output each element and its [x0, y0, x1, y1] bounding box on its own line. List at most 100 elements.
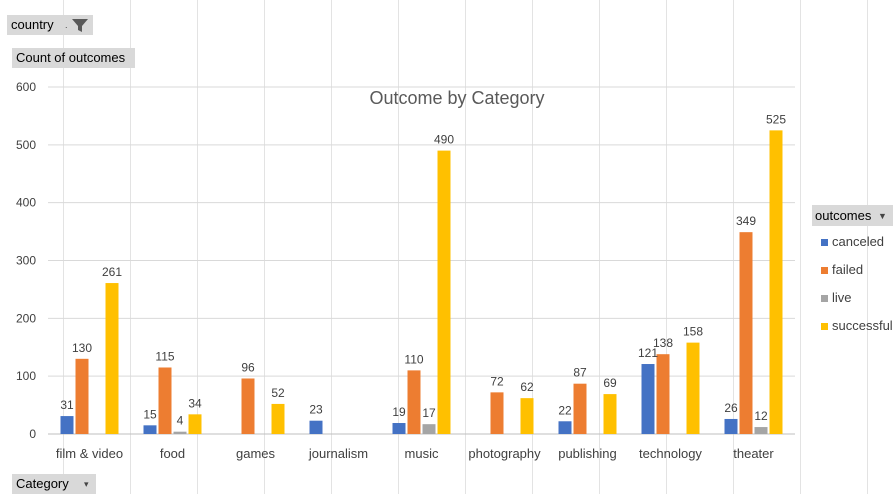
legend-label-failed: failed [832, 262, 864, 277]
data-label-successful: 69 [603, 376, 617, 390]
values-field-label: Count of outcomes [16, 50, 126, 65]
bar-canceled-publishing [558, 421, 572, 434]
legend-item-canceled: canceled [812, 230, 893, 258]
bar-successful-food [188, 414, 202, 434]
data-label-failed: 110 [404, 352, 423, 366]
bar-successful-theater [769, 130, 783, 434]
legend-label-live: live [832, 290, 852, 305]
data-label-canceled: 19 [392, 405, 406, 419]
data-label-successful: 158 [683, 325, 703, 339]
bar-failed-technology [656, 354, 670, 434]
legend-field-button[interactable]: outcomes ▼ [812, 205, 893, 226]
data-labels: 31 130 261 15 115 4 34 96 52 23 19 110 17 490 72 62 22 87… [60, 112, 786, 427]
legend-item-live: live [812, 286, 893, 314]
bar-successful-film-video [105, 283, 119, 434]
data-label-failed: 96 [241, 360, 255, 374]
bar-canceled-food [143, 425, 157, 434]
data-label-canceled: 15 [143, 407, 157, 421]
bar-live-music [422, 424, 436, 434]
bar-canceled-theater [724, 418, 738, 434]
data-label-failed: 130 [72, 341, 92, 355]
y-tick-label: 200 [16, 311, 36, 325]
chart-title: Outcome by Category [369, 88, 544, 108]
data-label-successful: 525 [766, 112, 786, 126]
x-tick-label: journalism [308, 446, 368, 461]
bar-live-food [173, 431, 187, 434]
y-tick-label: 100 [16, 369, 36, 383]
y-tick-label: 300 [16, 254, 36, 268]
data-label-canceled: 121 [638, 346, 658, 360]
category-field-label: Category [16, 476, 69, 491]
bar-failed-publishing [573, 383, 587, 434]
bar-successful-publishing [603, 394, 617, 434]
x-tick-label: photography [468, 446, 541, 461]
bar-failed-theater [739, 232, 753, 434]
y-tick-label: 500 [16, 138, 36, 152]
bar-successful-games [271, 403, 285, 434]
data-label-failed: 115 [155, 349, 174, 363]
legend-swatch-canceled [821, 239, 828, 246]
data-label-canceled: 26 [724, 401, 738, 415]
legend-swatch-successful [821, 323, 828, 330]
dropdown-arrow-icon: ▼ [878, 211, 887, 221]
bar-canceled-technology [641, 364, 655, 434]
data-label-live: 12 [754, 409, 768, 423]
legend-title: outcomes [815, 208, 872, 223]
country-filter-label: country [11, 17, 54, 32]
funnel-filter-icon [72, 19, 88, 32]
legend-item-failed: failed [812, 258, 893, 286]
y-tick-label: 400 [16, 196, 36, 210]
y-tick-label: 600 [16, 80, 36, 94]
data-label-failed: 349 [736, 214, 756, 228]
legend-item-successful: successful [812, 314, 893, 342]
filter-dot-icon: . [65, 20, 68, 30]
x-tick-label: music [405, 446, 439, 461]
bar-failed-film-video [75, 358, 89, 434]
values-field-button[interactable]: Count of outcomes [12, 48, 135, 68]
bar-successful-technology [686, 342, 700, 434]
x-tick-label: food [160, 446, 185, 461]
chart-bars [60, 130, 783, 434]
data-label-live: 4 [177, 414, 184, 428]
bar-failed-games [241, 378, 255, 434]
legend-swatch-live [821, 295, 828, 302]
country-filter-button[interactable]: country . [7, 15, 93, 35]
y-axis-ticks: 0 100 200 300 400 500 600 [16, 80, 36, 441]
x-tick-label: film & video [56, 446, 123, 461]
data-label-successful: 261 [102, 265, 122, 279]
bar-successful-photography [520, 398, 534, 434]
x-tick-label: theater [733, 446, 774, 461]
x-tick-label: publishing [558, 446, 617, 461]
x-axis-ticks: film & video food games journalism music phot… [56, 446, 775, 461]
category-field-button[interactable]: Category ▾ [12, 474, 96, 494]
data-label-failed: 87 [573, 366, 587, 380]
data-label-successful: 62 [520, 380, 534, 394]
bar-failed-photography [490, 392, 504, 434]
x-tick-label: technology [639, 446, 702, 461]
data-label-live: 17 [422, 406, 436, 420]
legend-label-successful: successful [832, 318, 893, 333]
data-label-successful: 34 [188, 396, 202, 410]
bar-successful-music [437, 150, 451, 434]
bar-failed-music [407, 370, 421, 434]
bar-failed-food [158, 367, 172, 434]
data-label-canceled: 22 [558, 403, 572, 417]
bar-canceled-journalism [309, 420, 323, 434]
x-tick-label: games [236, 446, 276, 461]
bar-canceled-film-video [60, 416, 74, 434]
data-label-canceled: 31 [60, 398, 74, 412]
data-label-failed: 72 [490, 374, 504, 388]
legend-label-canceled: canceled [832, 234, 885, 249]
data-label-successful: 490 [434, 133, 454, 147]
legend-swatch-failed [821, 267, 828, 274]
chart-legend: outcomes ▼ canceled failed live successf… [812, 205, 893, 342]
bar-canceled-music [392, 423, 406, 434]
bar-live-theater [754, 427, 768, 434]
data-label-successful: 52 [271, 386, 285, 400]
dropdown-arrow-icon: ▾ [84, 479, 89, 489]
chart-gridlines [48, 86, 795, 435]
data-label-failed: 138 [653, 336, 673, 350]
y-tick-label: 0 [29, 427, 36, 441]
data-label-canceled: 23 [309, 403, 323, 417]
